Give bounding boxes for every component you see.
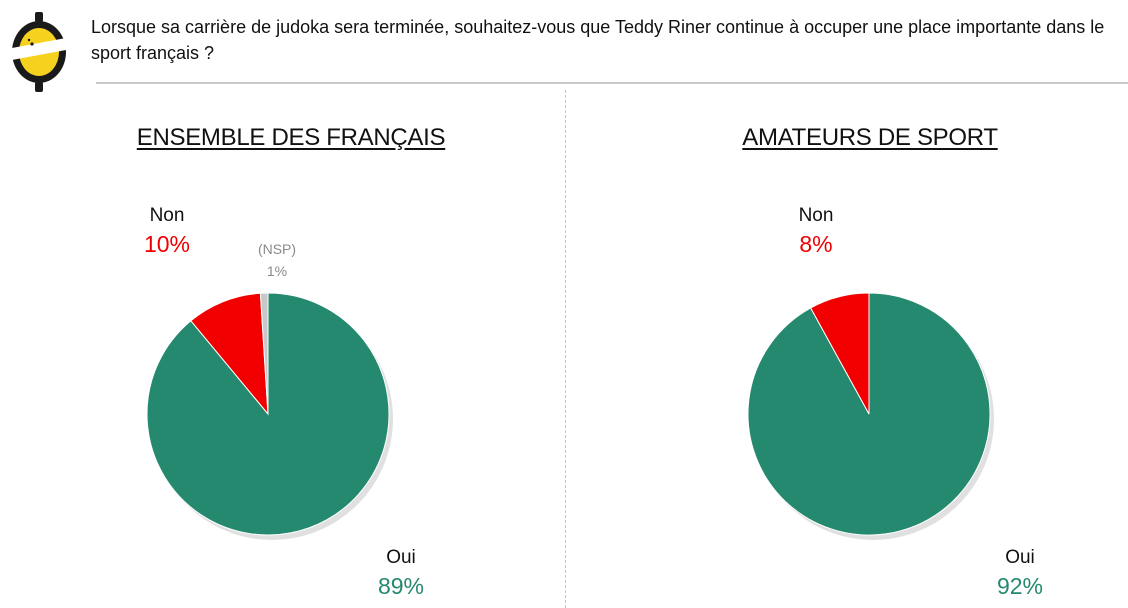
label-oui-ensemble: Oui 89% xyxy=(378,545,424,601)
pie-chart-amateurs xyxy=(747,292,994,540)
label-oui-amateurs: Oui 92% xyxy=(997,545,1043,601)
label-nsp-ensemble: (NSP) 1% xyxy=(258,238,296,282)
label-non-ensemble: Non 10% xyxy=(144,203,190,259)
chart-title-amateurs: AMATEURS DE SPORT xyxy=(742,124,998,151)
survey-question: Lorsque sa carrière de judoka sera termi… xyxy=(91,17,1105,63)
slice-value-non: 8% xyxy=(799,231,833,257)
label-non-amateurs: Non 8% xyxy=(799,203,834,259)
slice-label-nsp: (NSP) xyxy=(257,241,297,257)
chart-title-ensemble: ENSEMBLE DES FRANÇAIS xyxy=(136,124,446,151)
pie-slice-nsp xyxy=(259,292,269,415)
pie-slice-non xyxy=(190,292,269,416)
slice-value-oui: 89% xyxy=(377,573,425,599)
pie-chart-ensemble xyxy=(146,292,393,540)
slice-value-non: 10% xyxy=(143,231,191,257)
pie-slice-non xyxy=(810,292,870,415)
header-divider xyxy=(96,82,1128,84)
slice-label-non: Non xyxy=(798,205,834,226)
slice-label-oui: Oui xyxy=(386,547,416,568)
slice-value-oui: 92% xyxy=(996,573,1044,599)
slice-value-nsp: 1% xyxy=(266,263,288,279)
panel-divider xyxy=(565,90,566,608)
slice-label-non: Non xyxy=(149,205,185,226)
slice-label-oui: Oui xyxy=(1005,547,1035,568)
brand-logo xyxy=(12,12,66,92)
